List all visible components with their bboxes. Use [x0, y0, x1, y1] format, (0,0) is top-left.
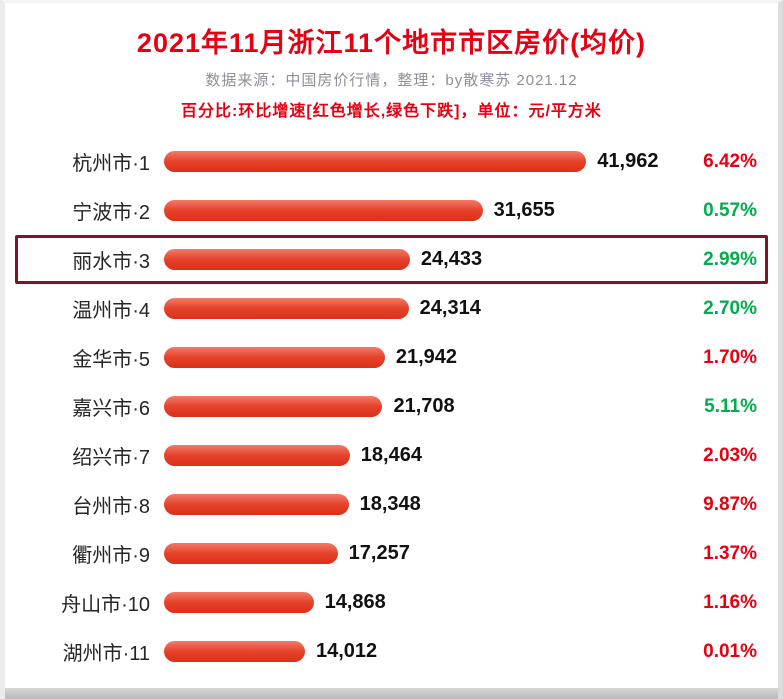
pct-change: 2.99%	[703, 248, 757, 270]
chart-row: 宁波市·2 31,655 0.57%	[15, 186, 768, 235]
price-value: 18,348	[359, 493, 421, 515]
city-label: 绍兴市·7	[72, 447, 150, 469]
city-label: 温州市·4	[72, 300, 150, 322]
price-bar	[164, 494, 349, 515]
price-value: 21,708	[393, 395, 455, 417]
price-value: 24,433	[420, 248, 483, 270]
price-value: 14,012	[316, 640, 378, 662]
price-bar	[164, 151, 587, 172]
pct-change: 2.03%	[703, 444, 757, 466]
pct-change: 1.16%	[703, 591, 757, 613]
bar-track: 24,314	[164, 297, 679, 320]
bar-track: 31,655	[164, 199, 679, 222]
pct-change: 0.57%	[703, 199, 757, 221]
bar-track: 14,868	[164, 591, 679, 614]
city-label: 台州市·8	[72, 496, 150, 518]
bar-track: 14,012	[164, 640, 679, 663]
pct-change: 9.87%	[703, 493, 757, 515]
chart-row: 杭州市·1 41,962 6.42%	[15, 137, 768, 186]
chart-row: 温州市·4 24,314 2.70%	[15, 284, 768, 333]
price-value: 14,868	[324, 591, 386, 613]
city-label: 杭州市·1	[72, 153, 150, 175]
chart-row: 绍兴市·7 18,464 2.03%	[15, 431, 768, 480]
city-label: 宁波市·2	[72, 202, 150, 224]
price-bar	[164, 641, 305, 662]
city-label: 舟山市·10	[61, 594, 150, 616]
price-bar	[164, 347, 385, 368]
pct-change: 6.42%	[703, 150, 757, 172]
bar-track: 18,348	[164, 493, 679, 516]
pct-change: 0.01%	[703, 640, 757, 662]
bar-track: 18,464	[164, 444, 679, 467]
price-bar	[164, 445, 350, 466]
price-bar	[164, 200, 483, 221]
city-label: 湖州市·11	[62, 643, 150, 665]
city-label: 衢州市·9	[72, 545, 150, 567]
pct-change: 1.37%	[703, 542, 757, 564]
bar-track: 41,962	[164, 150, 679, 173]
price-value: 31,655	[493, 199, 555, 221]
chart-header: 2021年11月浙江11个地市市区房价(均价) 数据来源：中国房价行情，整理：b…	[11, 21, 772, 121]
chart-rows: 杭州市·1 41,962 6.42% 宁波市·2 31,655 0.57% 丽水市·3 24,…	[11, 137, 772, 676]
chart-row: 嘉兴市·6 21,708 5.11%	[15, 382, 768, 431]
price-value: 18,464	[360, 444, 422, 466]
price-value: 24,314	[419, 297, 481, 319]
chart-row: 舟山市·10 14,868 1.16%	[15, 578, 768, 627]
city-label: 金华市·5	[72, 349, 150, 371]
chart-row: 金华市·5 21,942 1.70%	[15, 333, 768, 382]
data-source-line: 数据来源：中国房价行情，整理：by散寒苏 2021.12	[205, 72, 578, 89]
price-value: 17,257	[348, 542, 410, 564]
price-bar	[164, 543, 338, 564]
chart-row: 台州市·8 18,348 9.87%	[15, 480, 768, 529]
price-bar	[164, 298, 409, 319]
price-bar	[164, 592, 314, 613]
pct-change: 2.70%	[703, 297, 757, 319]
bottom-edge-strip	[5, 688, 778, 699]
bar-track: 21,942	[164, 346, 679, 369]
pct-change: 5.11%	[704, 395, 757, 417]
bar-track: 24,433	[164, 248, 679, 271]
price-bar	[164, 249, 410, 270]
bar-track: 21,708	[164, 395, 679, 418]
price-value: 41,962	[597, 150, 659, 172]
city-label: 嘉兴市·6	[72, 398, 150, 420]
page-title: 2021年11月浙江11个地市市区房价(均价)	[136, 28, 647, 58]
price-value: 21,942	[395, 346, 457, 368]
legend-note: 百分比:环比增速[红色增长,绿色下跌]，单位：元/平方米	[181, 103, 602, 120]
bar-track: 17,257	[164, 542, 679, 565]
pct-change: 1.70%	[703, 346, 757, 368]
chart-row: 衢州市·9 17,257 1.37%	[15, 529, 768, 578]
city-label: 丽水市·3	[72, 251, 150, 273]
price-bar	[164, 396, 383, 417]
chart-row: 湖州市·11 14,012 0.01%	[15, 627, 768, 676]
chart-row-highlighted: 丽水市·3 24,433 2.99%	[15, 235, 768, 284]
